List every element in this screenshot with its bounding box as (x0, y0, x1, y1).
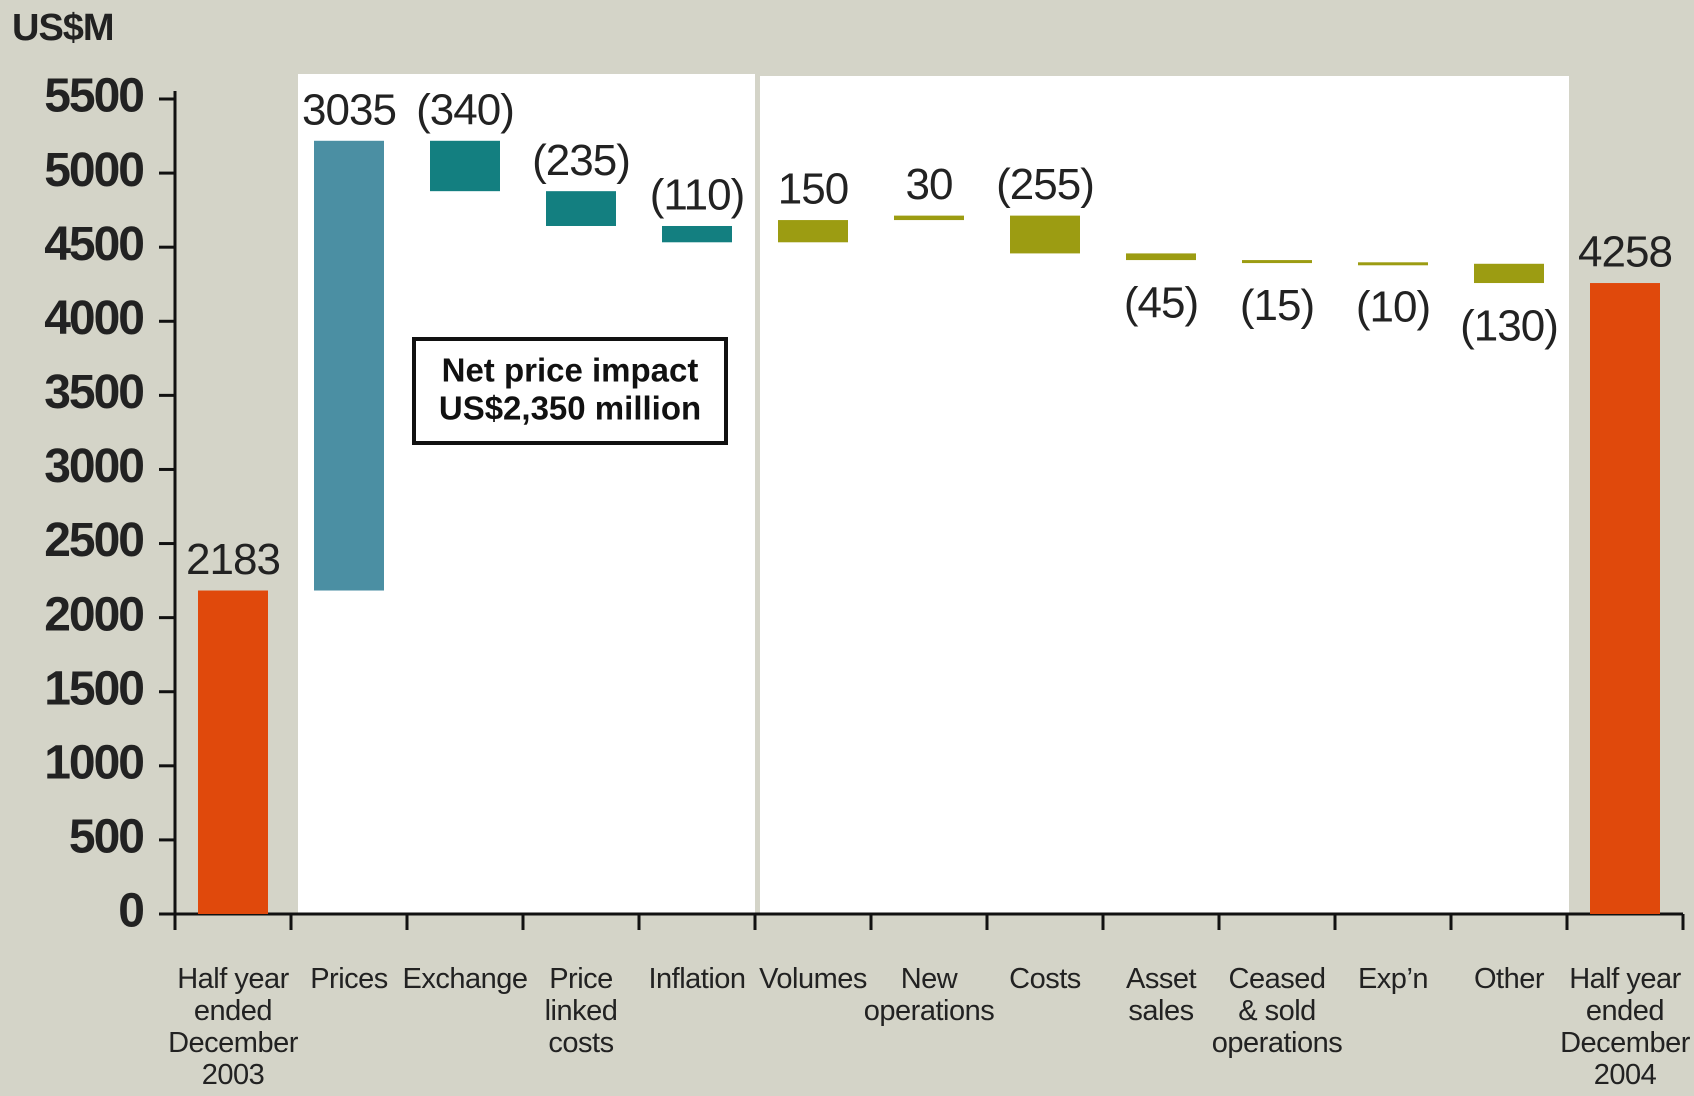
y-tick-label: 500 (69, 811, 143, 864)
x-tick-label: Volumes (759, 963, 867, 995)
value-label: (10) (1356, 282, 1430, 331)
y-tick-label: 1000 (44, 736, 143, 789)
value-label: 4258 (1578, 228, 1672, 277)
bar (1590, 283, 1660, 914)
x-tick-label: Exp’n (1357, 963, 1429, 995)
bar (1358, 262, 1428, 266)
x-tick-label: Half year ended December 2004 (1560, 963, 1690, 1091)
x-tick-label: Costs (1009, 963, 1081, 995)
y-tick-label: 5000 (44, 144, 143, 197)
value-label: (130) (1460, 302, 1558, 351)
x-tick-label: Asset sales (1125, 963, 1197, 1027)
y-tick-label: 4500 (44, 218, 143, 271)
x-tick-label: Inflation (648, 963, 746, 995)
y-tick-label: 3500 (44, 366, 143, 419)
bar (198, 590, 268, 914)
x-tick-label: Exchange (402, 963, 529, 995)
bar (430, 140, 500, 192)
value-label: 3035 (302, 85, 396, 134)
annotation: US$2,350 million (439, 390, 701, 427)
x-tick-label: New operations (863, 963, 995, 1027)
bar (546, 191, 616, 226)
value-label: (255) (996, 160, 1094, 209)
bar (1474, 263, 1544, 284)
y-tick-label: 2500 (44, 514, 143, 567)
y-tick-label: 5500 (44, 70, 143, 123)
value-label: 150 (778, 165, 848, 214)
y-tick-label: 1500 (44, 662, 143, 715)
bar (662, 225, 732, 243)
y-tick-label: 0 (118, 885, 143, 938)
panel (760, 76, 1569, 914)
x-tick-label: Ceased & sold operations (1211, 963, 1343, 1059)
annotation-box (412, 337, 728, 445)
annotation: Net price impact (442, 352, 699, 389)
value-label: 2183 (186, 535, 280, 584)
bar (1010, 215, 1080, 254)
y-axis-label: US$M (12, 7, 114, 49)
value-label: (340) (416, 85, 514, 134)
x-tick-label: Prices (310, 963, 388, 995)
value-label: (15) (1240, 281, 1314, 330)
value-label: (110) (650, 171, 744, 220)
x-tick-label: Half year ended December 2003 (168, 963, 298, 1091)
bar (314, 140, 384, 591)
bar (1242, 260, 1312, 264)
y-tick-label: 4000 (44, 292, 143, 345)
bar (1126, 253, 1196, 261)
value-label: 30 (906, 160, 953, 209)
value-label: (235) (532, 136, 630, 185)
y-tick-label: 2000 (44, 588, 143, 641)
x-tick-label: Other (1473, 963, 1545, 995)
y-tick-label: 3000 (44, 440, 143, 493)
bar (894, 215, 964, 221)
value-label: (45) (1124, 279, 1198, 328)
bar (778, 220, 848, 243)
x-tick-label: Price linked costs (544, 963, 618, 1059)
